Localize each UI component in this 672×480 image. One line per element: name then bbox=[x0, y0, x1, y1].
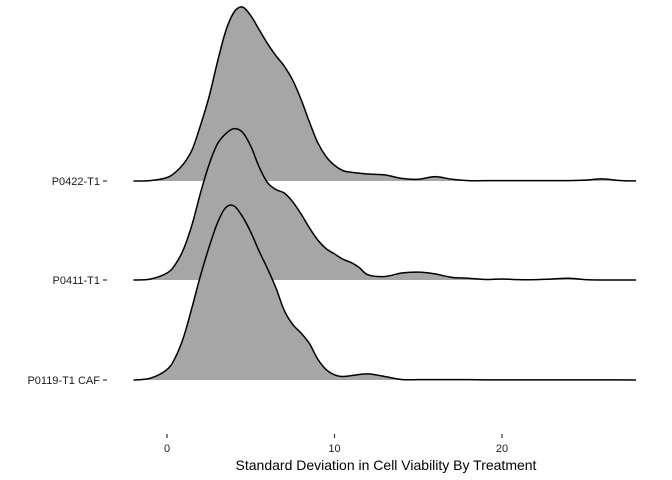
ridge-fill-p0411-t1 bbox=[133, 128, 636, 281]
x-tick-label-10: 10 bbox=[328, 443, 340, 455]
y-axis: P0422-T1 P0411-T1 P0119-T1 CAF bbox=[27, 176, 107, 387]
ridge-fill-p0119-t1-caf bbox=[133, 205, 636, 380]
ridge-p0411-t1 bbox=[133, 127, 636, 281]
ridge-p0119-t1-caf bbox=[133, 204, 637, 381]
y-tick-label-p0422-t1: P0422-T1 bbox=[52, 176, 100, 188]
ridge-line-p0119-t1-caf bbox=[133, 204, 637, 381]
ridge-line-p0411-t1 bbox=[133, 127, 636, 281]
y-tick-label-p0119-t1-caf: P0119-T1 CAF bbox=[27, 375, 100, 387]
ridges-group bbox=[133, 6, 637, 381]
y-tick-label-p0411-t1: P0411-T1 bbox=[53, 275, 101, 287]
ridge-p0422-t1 bbox=[133, 6, 637, 182]
ridge-fill-p0422-t1 bbox=[133, 6, 636, 182]
x-axis-title: Standard Deviation in Cell Viability By … bbox=[236, 457, 537, 473]
x-tick-label-20: 20 bbox=[496, 443, 508, 455]
x-axis: 0 10 20 bbox=[164, 434, 508, 455]
ridge-line-p0422-t1 bbox=[133, 6, 637, 182]
x-tick-label-0: 0 bbox=[164, 443, 170, 455]
